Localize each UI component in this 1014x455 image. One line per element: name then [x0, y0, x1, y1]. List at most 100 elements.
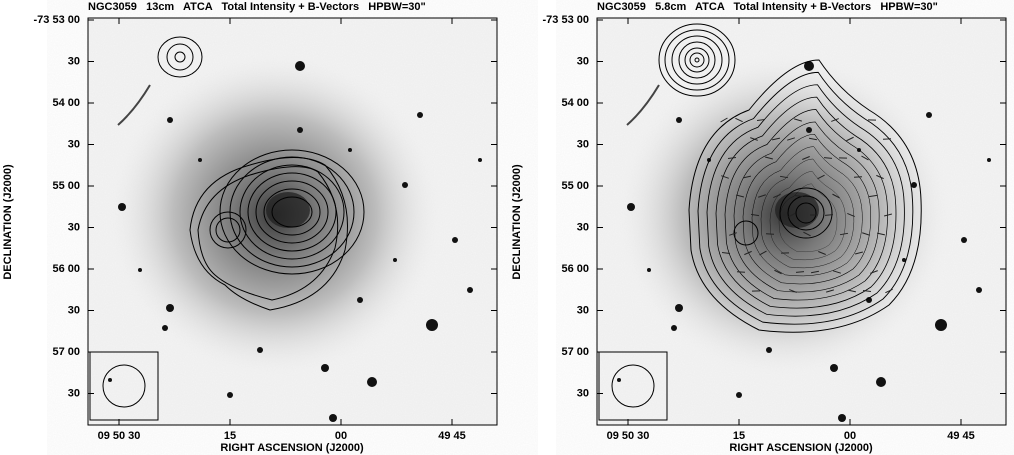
y-tick-label: 30 — [68, 55, 80, 67]
b-vector — [759, 250, 767, 256]
beam — [611, 364, 655, 408]
b-vector — [765, 156, 773, 160]
b-vector — [823, 157, 833, 159]
contour — [271, 196, 313, 228]
star — [393, 258, 397, 262]
star — [676, 117, 682, 123]
b-vector — [794, 195, 804, 197]
b-vector — [779, 175, 789, 179]
beam-box — [89, 351, 159, 421]
contour — [706, 84, 905, 317]
star — [417, 112, 423, 118]
star — [806, 127, 812, 133]
frame — [87, 17, 498, 426]
contour — [247, 172, 337, 252]
y-tick-label: 30 — [577, 304, 589, 316]
b-vector — [861, 155, 869, 161]
b-vector — [727, 156, 737, 160]
b-vector — [870, 270, 878, 274]
b-vector — [788, 212, 796, 218]
b-vector — [750, 213, 760, 217]
b-vector — [824, 214, 834, 216]
star — [736, 392, 742, 398]
star — [830, 364, 838, 372]
x-tick-label: 49 45 — [438, 430, 466, 442]
y-axis-label: DECLINATION (J2000) — [511, 164, 523, 280]
b-vector — [808, 137, 818, 141]
y-tick-label: 30 — [68, 221, 80, 233]
star — [976, 287, 982, 293]
star — [108, 378, 112, 382]
y-tick-label: 54 00 — [52, 97, 80, 109]
star — [227, 392, 233, 398]
b-vector — [795, 271, 805, 273]
star — [671, 325, 677, 331]
star — [902, 258, 906, 262]
beam — [102, 364, 146, 408]
contour — [795, 202, 817, 224]
y-tick-label: 56 00 — [561, 263, 589, 275]
streak — [117, 84, 151, 126]
star — [617, 378, 621, 382]
y-tick-label: 30 — [577, 221, 589, 233]
star — [935, 319, 947, 331]
y-tick-label: 30 — [577, 387, 589, 399]
star — [118, 203, 126, 211]
contour — [157, 36, 203, 78]
y-tick-label: 30 — [68, 138, 80, 150]
star — [866, 297, 872, 303]
b-vector — [720, 117, 728, 123]
contour — [760, 158, 855, 269]
star — [987, 158, 991, 162]
b-vector — [735, 194, 745, 198]
galaxy-core — [775, 192, 819, 228]
star — [627, 203, 635, 211]
galaxy-core — [266, 192, 310, 228]
y-tick-label: 30 — [577, 55, 589, 67]
b-vector — [862, 290, 872, 292]
b-vector — [810, 270, 820, 274]
b-vector — [832, 193, 840, 199]
b-vector — [758, 194, 766, 198]
contour — [189, 157, 348, 311]
star — [167, 117, 173, 123]
b-vector — [831, 118, 839, 122]
x-tick-label: 15 — [224, 430, 236, 442]
star — [647, 268, 651, 272]
contour — [778, 183, 838, 252]
contour — [219, 149, 365, 275]
b-vector — [721, 251, 731, 255]
star — [452, 237, 458, 243]
b-vector — [876, 232, 886, 236]
b-vector — [826, 289, 834, 293]
b-vector — [774, 269, 782, 275]
contour — [239, 164, 345, 260]
b-vector — [773, 193, 781, 199]
y-tick-label: 30 — [577, 138, 589, 150]
x-tick-label: 00 — [844, 430, 856, 442]
contour — [678, 41, 716, 79]
b-vector — [876, 174, 884, 180]
star — [198, 158, 202, 162]
star — [367, 377, 377, 387]
contour — [664, 29, 730, 91]
b-vector — [756, 119, 766, 121]
b-vector — [847, 289, 857, 293]
x-tick-label: 00 — [335, 430, 347, 442]
contour — [751, 146, 863, 277]
b-vector — [750, 137, 758, 141]
b-vector — [862, 232, 870, 236]
y-tick-label: 56 00 — [52, 263, 80, 275]
contour — [209, 211, 247, 249]
contour — [658, 23, 736, 97]
b-vector — [744, 250, 752, 256]
star — [426, 319, 438, 331]
x-tick-label: 49 45 — [947, 430, 975, 442]
star — [876, 377, 886, 387]
y-tick-label: 30 — [68, 304, 80, 316]
contour — [688, 59, 922, 333]
b-vector — [885, 288, 893, 294]
b-vector — [839, 232, 849, 236]
b-vector — [789, 289, 797, 293]
b-vector — [833, 270, 841, 274]
